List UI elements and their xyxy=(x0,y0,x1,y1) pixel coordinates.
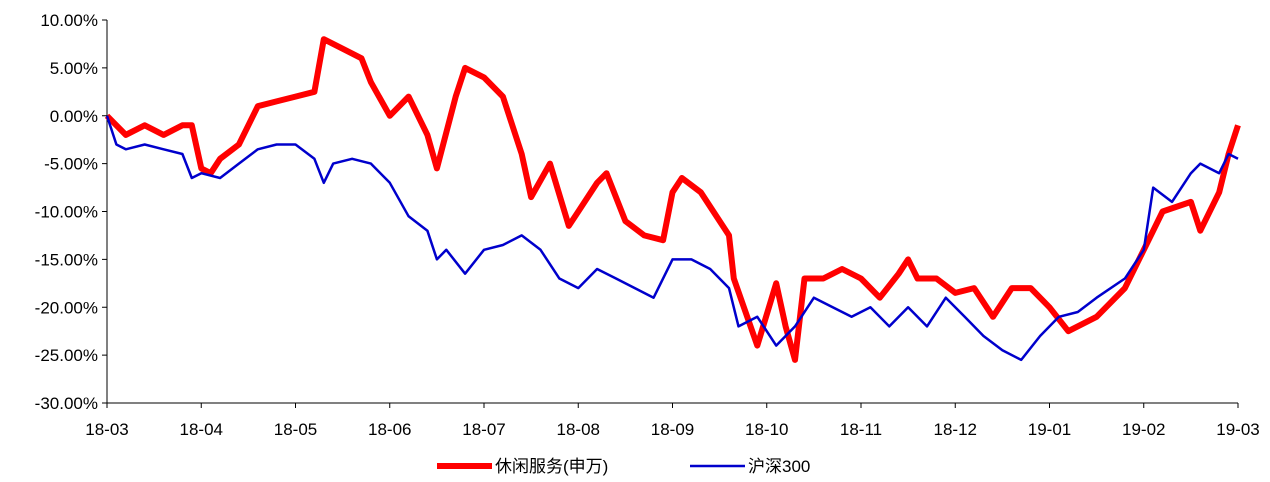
x-tick-label: 18-10 xyxy=(745,420,788,439)
series-line xyxy=(104,36,1241,363)
y-tick-label: -15.00% xyxy=(35,250,98,269)
y-tick-label: -20.00% xyxy=(35,298,98,317)
y-tick-label: -30.00% xyxy=(35,394,98,413)
x-tick-label: 18-11 xyxy=(840,420,882,439)
legend-label: 沪深300 xyxy=(748,457,810,476)
legend-label: 休闲服务(申万) xyxy=(495,457,608,476)
x-tick-label: 18-08 xyxy=(557,420,600,439)
x-tick-label: 19-03 xyxy=(1216,420,1259,439)
series-line xyxy=(105,115,1239,362)
y-tick-label: -5.00% xyxy=(44,155,98,174)
x-tick-label: 18-07 xyxy=(462,420,505,439)
y-tick-label: 10.00% xyxy=(40,11,98,30)
x-tick-label: 18-12 xyxy=(934,420,977,439)
x-tick-label: 18-06 xyxy=(368,420,411,439)
y-tick-label: -10.00% xyxy=(35,203,98,222)
y-tick-label: 5.00% xyxy=(50,59,98,78)
x-tick-label: 19-01 xyxy=(1028,420,1071,439)
x-tick-label: 18-05 xyxy=(274,420,317,439)
y-tick-label: 0.00% xyxy=(50,107,98,126)
y-tick-label: -25.00% xyxy=(35,346,98,365)
x-tick-label: 18-03 xyxy=(85,420,128,439)
x-tick-label: 18-09 xyxy=(651,420,694,439)
x-tick-label: 18-04 xyxy=(180,420,223,439)
x-tick-label: 19-02 xyxy=(1122,420,1165,439)
